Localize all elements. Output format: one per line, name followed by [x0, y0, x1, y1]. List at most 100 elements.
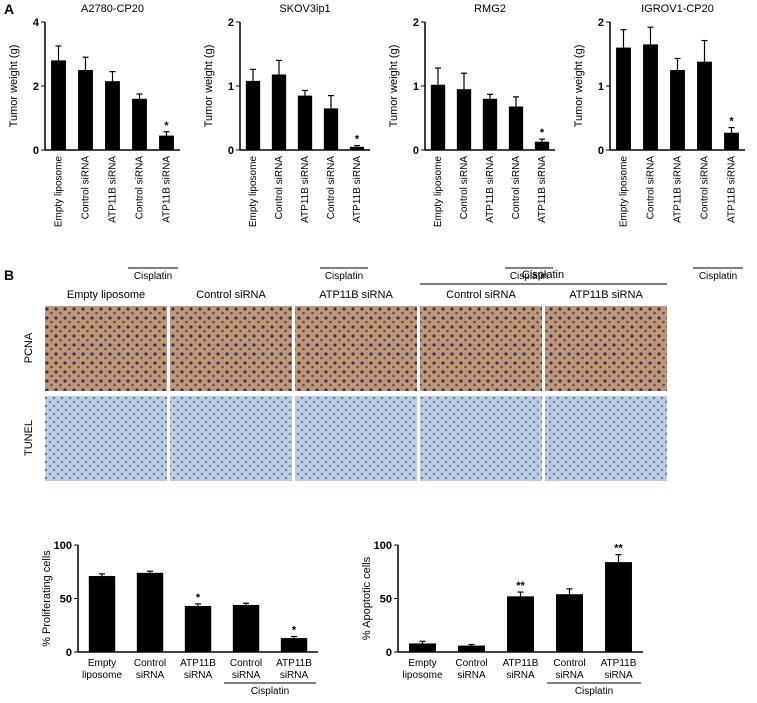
y-tick-label: 100	[54, 540, 72, 552]
error-bar	[82, 56, 89, 70]
error-bar	[250, 68, 256, 81]
annotation: *	[729, 116, 734, 128]
error-bar	[195, 603, 201, 606]
bar	[482, 98, 498, 150]
bar	[88, 576, 116, 652]
row-label: PCNA	[23, 332, 35, 363]
error-bar	[539, 138, 545, 142]
group-label: Cisplatin	[522, 269, 564, 281]
column-label: Control siRNA	[196, 289, 266, 301]
x-tick-label: Empty liposome	[433, 156, 444, 228]
panel-label: A	[4, 1, 14, 17]
error-bar	[419, 640, 426, 644]
chart-title: A2780-CP20	[81, 3, 144, 15]
micrograph	[295, 306, 417, 391]
error-bar	[302, 89, 308, 96]
bar	[78, 70, 93, 150]
bar	[724, 132, 739, 150]
error-bar	[109, 70, 116, 82]
bar	[556, 594, 583, 652]
error-bar	[487, 93, 493, 99]
y-axis-label: Tumor weight (g)	[8, 45, 20, 128]
bar	[271, 74, 287, 150]
column-label: Control siRNA	[446, 289, 516, 301]
x-tick-label: ATP11B siRNA	[727, 156, 738, 223]
error-bar	[328, 94, 334, 109]
panel-label: B	[4, 267, 14, 283]
error-bar	[620, 29, 627, 48]
x-tick-label: Control siRNA	[553, 658, 585, 681]
x-tick-label: ATP11B siRNA	[108, 156, 119, 223]
x-tick-label: ATP11B siRNA	[300, 156, 311, 223]
row-label: TUNEL	[23, 420, 35, 456]
error-bar	[55, 45, 62, 61]
column-label: ATP11B siRNA	[569, 289, 643, 301]
bar	[458, 645, 485, 652]
y-tick-label: 50	[380, 594, 392, 606]
x-tick-label: Empty liposome	[402, 658, 442, 681]
micrograph	[420, 396, 542, 481]
annotation: **	[516, 580, 525, 592]
x-tick-label: Empty liposome	[619, 156, 630, 228]
error-bar	[291, 635, 297, 639]
x-tick-label: ATP11B siRNA	[485, 156, 496, 223]
bar	[136, 572, 164, 652]
micrograph	[170, 396, 292, 481]
micrograph	[295, 396, 417, 481]
bar	[430, 84, 446, 150]
error-bar	[674, 57, 681, 70]
annotation: *	[196, 592, 201, 604]
chart-title: SKOV3ip1	[279, 3, 330, 15]
group-label: Cisplatin	[251, 686, 289, 697]
bar	[697, 61, 712, 150]
micrograph	[545, 306, 667, 391]
y-axis-label: Tumor weight (g)	[203, 45, 215, 128]
bar	[643, 44, 658, 150]
x-tick-label: Empty liposome	[54, 156, 65, 228]
annotation: **	[614, 543, 623, 555]
x-tick-label: ATP11B siRNA	[276, 658, 312, 681]
error-bar	[701, 39, 708, 62]
x-tick-label: Control siRNA	[81, 156, 92, 220]
x-tick-label: Control siRNA	[326, 156, 337, 220]
x-tick-label: ATP11B siRNA	[352, 156, 363, 223]
bar	[159, 135, 174, 150]
bar	[616, 47, 631, 150]
error-bar	[163, 131, 170, 136]
bar	[51, 60, 66, 150]
annotation: *	[292, 624, 297, 636]
x-tick-label: Control siRNA	[455, 658, 487, 681]
y-tick-label: 1	[598, 81, 604, 93]
y-tick-label: 0	[66, 647, 72, 659]
y-axis-label: % Proliferating cells	[41, 550, 53, 647]
error-bar	[566, 588, 573, 595]
y-tick-label: 2	[33, 81, 39, 93]
x-tick-label: Control siRNA	[459, 156, 470, 220]
bar	[280, 638, 308, 652]
x-tick-label: ATP11B siRNA	[673, 156, 684, 223]
group-label: Cisplatin	[134, 271, 172, 282]
group-label: Cisplatin	[510, 271, 548, 282]
x-tick-label: ATP11B siRNA	[537, 156, 548, 223]
x-tick-label: Control siRNA	[511, 156, 522, 220]
y-tick-label: 0	[228, 145, 234, 157]
error-bar	[517, 591, 524, 597]
error-bar	[513, 96, 519, 107]
error-bar	[354, 144, 360, 147]
x-tick-label: Control siRNA	[134, 658, 166, 681]
micrograph	[170, 306, 292, 391]
x-tick-label: ATP11B siRNA	[162, 156, 173, 223]
x-tick-label: Empty liposome	[248, 156, 259, 228]
y-tick-label: 2	[598, 17, 604, 29]
x-tick-label: Control siRNA	[135, 156, 146, 220]
x-tick-label: Empty liposome	[82, 658, 122, 681]
y-tick-label: 2	[228, 17, 234, 29]
y-tick-label: 1	[228, 81, 234, 93]
micrograph	[45, 306, 167, 391]
bar	[605, 562, 632, 652]
column-label: Empty liposome	[67, 289, 145, 301]
error-bar	[615, 554, 622, 563]
y-axis-label: Tumor weight (g)	[388, 45, 400, 128]
column-label: ATP11B siRNA	[319, 289, 393, 301]
